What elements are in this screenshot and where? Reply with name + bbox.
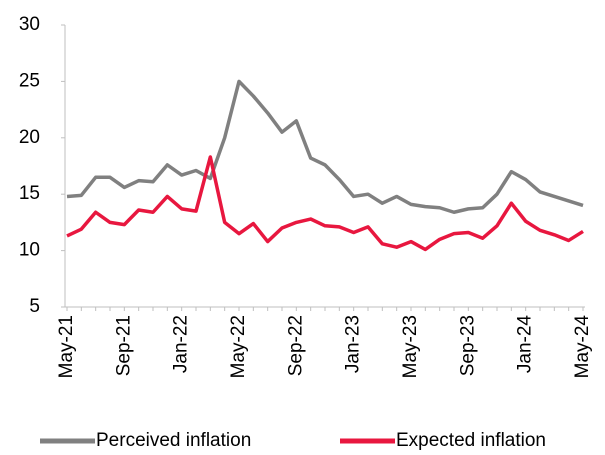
y-tick-label: 30 [19,14,40,35]
legend-label: Expected inflation [396,430,546,451]
x-tick-label: Sep-22 [285,315,306,376]
x-tick-label: May-21 [56,315,77,378]
y-tick-label: 25 [19,70,40,91]
x-tick-label: Sep-21 [113,315,134,376]
y-tick-label: 5 [29,296,40,317]
x-tick-label: May-23 [400,315,421,378]
x-tick-label: Jan-23 [343,315,364,373]
y-tick-label: 20 [19,127,40,148]
x-tick-label: May-22 [228,315,249,378]
x-tick-label: Jan-24 [515,315,536,374]
y-tick-label: 10 [19,240,40,261]
x-tick-label: May-24 [572,315,593,379]
x-tick-label: Sep-23 [457,315,478,376]
y-tick-label: 15 [19,183,40,204]
data-line [66,79,584,214]
data-line [66,155,584,252]
x-tick-label: Jan-22 [171,315,192,373]
legend-label: Perceived inflation [96,430,251,451]
